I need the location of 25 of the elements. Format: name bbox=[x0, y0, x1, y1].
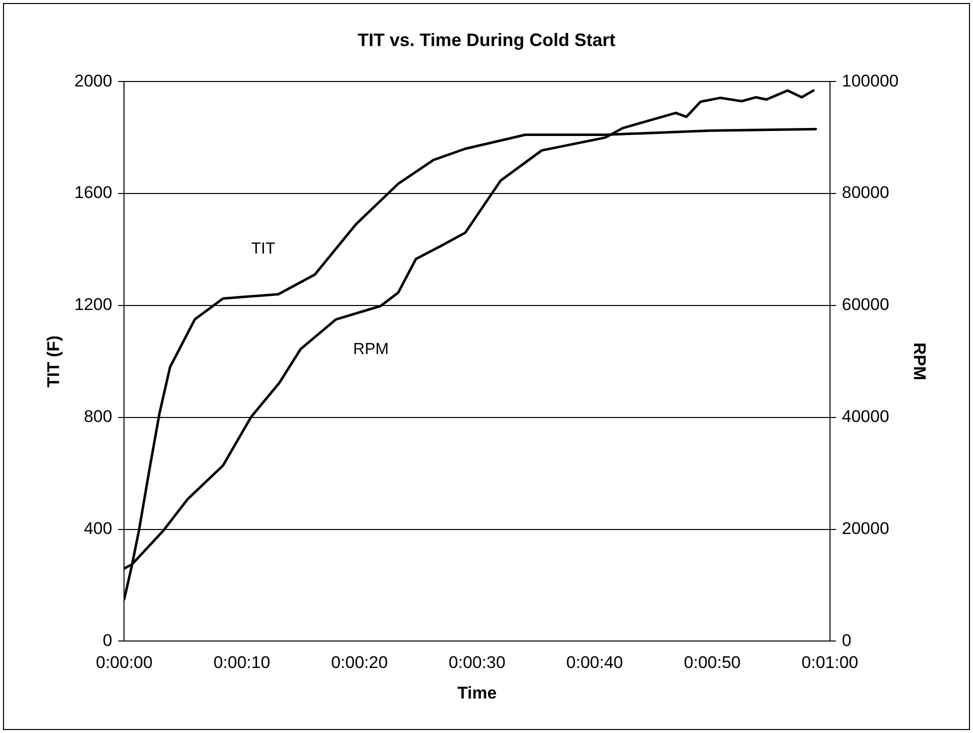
y-tick-label: 800 bbox=[84, 407, 112, 426]
y-tick-label: 1200 bbox=[74, 295, 112, 314]
y-tick-label: 2000 bbox=[74, 71, 112, 90]
y2-tick-label: 0 bbox=[842, 630, 852, 650]
x-tick-label: 0:00:10 bbox=[213, 653, 270, 672]
y2-tick-label: 60000 bbox=[842, 295, 890, 314]
y-tick-label: 0 bbox=[102, 630, 112, 650]
text: TIT bbox=[251, 240, 276, 258]
x-tick-label: 0:01:00 bbox=[802, 653, 858, 672]
y-axis-title: TIT (F) bbox=[44, 335, 63, 388]
x-axis-title: Time bbox=[457, 683, 497, 702]
y2-tick-label: 40000 bbox=[842, 407, 890, 426]
y2-axis-title: RPM bbox=[910, 342, 930, 380]
y2-tick-label: 20000 bbox=[842, 518, 890, 538]
x-tick-label: 0:00:40 bbox=[566, 653, 624, 672]
y-tick-label: 1600 bbox=[74, 183, 112, 202]
y2-tick-label: 100000 bbox=[842, 71, 899, 90]
x-tick-label: 0:00:20 bbox=[331, 653, 388, 672]
x-tick-label: 0:00:50 bbox=[684, 653, 741, 672]
chart-title: TIT vs. Time During Cold Start bbox=[358, 30, 616, 50]
x-tick-label: 0:00:00 bbox=[96, 653, 153, 672]
series-label: RPM bbox=[353, 340, 389, 358]
x-tick-label: 0:00:30 bbox=[448, 653, 506, 672]
y2-tick-label: 80000 bbox=[842, 183, 890, 202]
y-tick-label: 400 bbox=[84, 518, 112, 538]
